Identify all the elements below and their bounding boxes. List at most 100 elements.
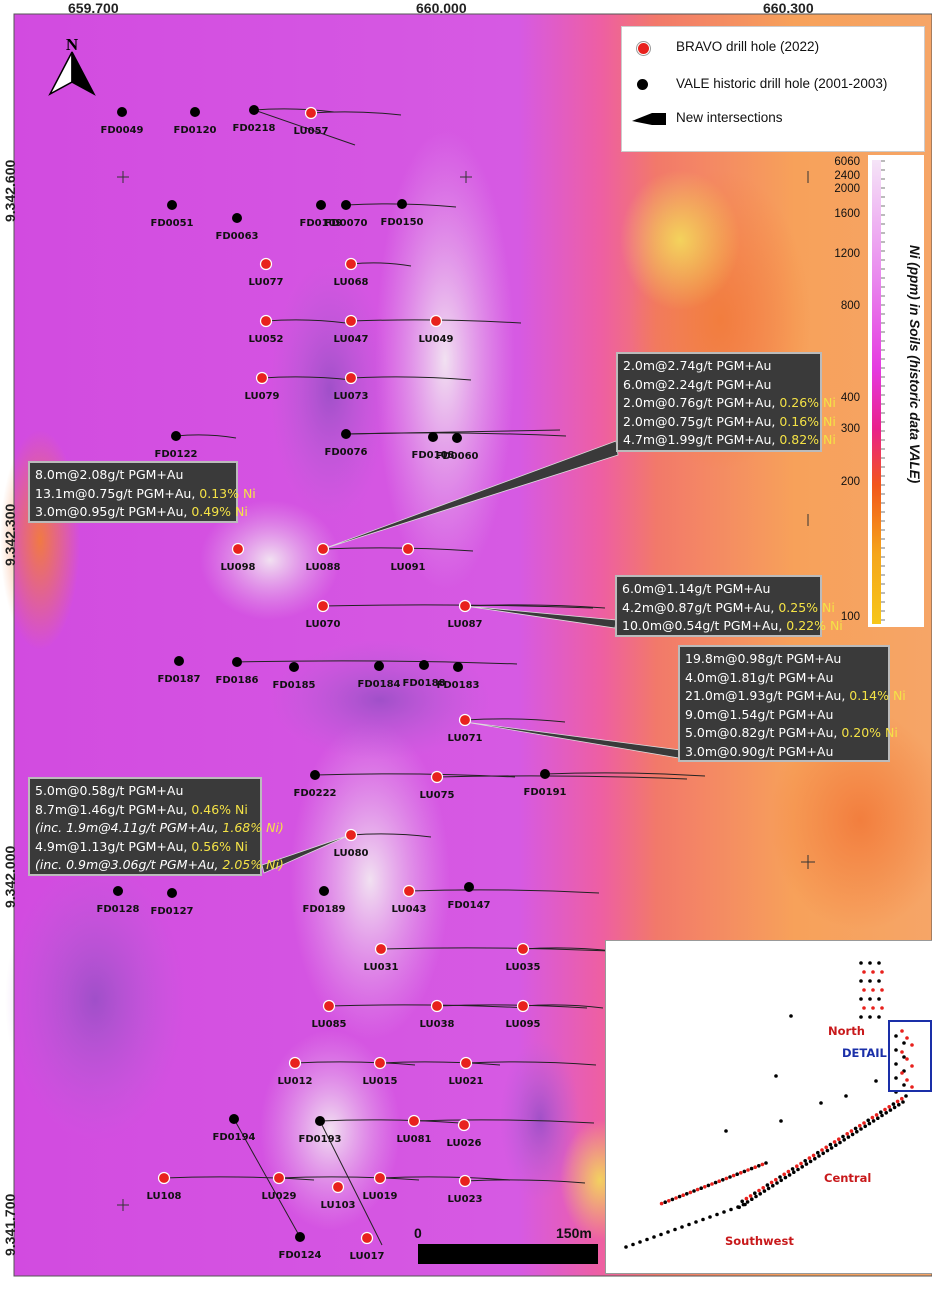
inset-hole-dot [731, 1173, 736, 1178]
inset-hole-dot [859, 1127, 863, 1131]
inset-hole-dot [862, 970, 866, 974]
drill-hole-lu095 [516, 999, 530, 1013]
drill-hole-lu091 [401, 542, 415, 556]
inset-hole-dot [766, 1186, 771, 1191]
coord-y-3: 9.342.000 [2, 845, 18, 908]
inset-hole-dot [808, 1159, 813, 1164]
inset-hole-dot [871, 988, 875, 992]
inset-hole-dot [880, 970, 884, 974]
callout-line: 4.2m@0.87g/t PGM+Au, 0.25% Ni [622, 599, 835, 618]
inset-hole-dot [879, 1110, 883, 1114]
drill-hole-label: FD0128 [97, 904, 140, 915]
coord-x-1: 659.700 [68, 0, 119, 16]
inset-hole-dot [880, 1113, 884, 1118]
inset-hole-dot [866, 1118, 870, 1123]
hole-trace [175, 434, 237, 439]
drill-hole-label: FD0150 [381, 217, 424, 228]
callout-line: 21.0m@1.93g/t PGM+Au, 0.14% Ni [685, 687, 906, 706]
drill-hole-fd0188 [419, 660, 429, 670]
inset-hole-dot [867, 1121, 872, 1126]
callout-lu071: 19.8m@0.98g/t PGM+Au 4.0m@1.81g/t PGM+Au 2… [678, 645, 906, 762]
callout-ni-grade: 0.49% Ni [191, 504, 248, 519]
callout-grade-text: 8.0m@2.08g/t PGM+Au [35, 467, 184, 482]
drill-hole-label: LU043 [391, 904, 426, 915]
drill-hole-label: FD0187 [158, 674, 201, 685]
inset-hole-dot [820, 1148, 824, 1152]
inset-hole-dot [874, 1113, 879, 1117]
callout-line: 6.0m@2.24g/t PGM+Au [623, 376, 815, 395]
callout-grade-text: 6.0m@1.14g/t PGM+Au [622, 581, 771, 596]
inset-hole-dot [868, 961, 872, 965]
inset-hole-dot [804, 1162, 809, 1166]
inset-hole-dot [786, 1169, 791, 1174]
hole-trace [436, 775, 688, 780]
drill-hole-label: LU079 [244, 391, 279, 402]
inset-hole-dot [888, 1108, 893, 1112]
north-arrow: N [46, 34, 98, 105]
drill-hole-lu023 [458, 1174, 472, 1188]
callout-line: 4.0m@1.81g/t PGM+Au [685, 669, 883, 688]
callout-ni-grade: 0.20% Ni [841, 725, 898, 740]
inset-hole-dot [663, 1200, 667, 1204]
hole-trace [379, 1176, 511, 1181]
inset-hole-dot [900, 1029, 904, 1033]
drill-hole-label: LU047 [333, 334, 368, 345]
inset-hole-dot [838, 1140, 842, 1145]
inset-hole-dot [887, 1105, 891, 1109]
callout-grade-text: 3.0m@0.95g/t PGM+Au, [35, 504, 192, 519]
drill-hole-lu052 [259, 314, 273, 328]
callout-ni-grade: 1.68% Ni) [222, 820, 284, 835]
drill-hole-label: LU091 [390, 562, 425, 573]
color-scale-tick: 1200 [834, 248, 860, 260]
drill-hole-fd0222 [310, 770, 320, 780]
drill-hole-lu049 [429, 314, 443, 328]
location-inset-map: North DETAIL Central Southwest [605, 940, 932, 1274]
hole-trace [294, 1061, 416, 1066]
inset-hole-dot [894, 1076, 898, 1080]
inset-hole-dot [863, 1124, 867, 1129]
inset-hole-dot [715, 1212, 719, 1217]
drill-hole-label: FD0108 [412, 450, 455, 461]
inset-hole-dot [753, 1165, 757, 1169]
color-scale-tick: 100 [841, 611, 860, 623]
callout-grade-text: 5.0m@0.58g/t PGM+Au [35, 783, 184, 798]
legend-vale-dot [637, 79, 648, 90]
hole-trace [328, 1004, 530, 1009]
drill-hole-label: FD0186 [216, 675, 259, 686]
hole-trace [350, 376, 472, 381]
inset-hole-dot [874, 1079, 878, 1083]
drill-hole-label: LU098 [220, 562, 255, 573]
inset-hole-dot [841, 1134, 845, 1139]
drill-hole-label: LU038 [419, 1019, 454, 1030]
hole-trace [464, 604, 606, 609]
drill-hole-fd0193 [315, 1116, 325, 1126]
inset-hole-dot [825, 1148, 830, 1153]
inset-hole-dot [862, 1006, 866, 1010]
color-scale-tick: 200 [841, 476, 860, 488]
inset-hole-dot [744, 1196, 749, 1201]
drill-hole-label: FD0060 [436, 451, 479, 462]
inset-hole-dot [742, 1169, 747, 1174]
drill-hole-fd0186 [232, 657, 242, 667]
inset-hole-dot [813, 1156, 817, 1161]
inset-hole-dot [787, 1173, 792, 1177]
callout-ni-grade: 0.26% Ni [779, 395, 836, 410]
inset-hole-dot [761, 1186, 765, 1190]
drill-hole-lu077 [259, 257, 273, 271]
inset-hole-dot [824, 1145, 828, 1150]
hole-trace [380, 947, 612, 952]
inset-hole-dot [900, 1050, 904, 1054]
drill-hole-lu098 [231, 542, 245, 556]
scale-bar [418, 1244, 598, 1264]
hole-trace [408, 889, 600, 894]
inset-hole-dot [688, 1190, 693, 1195]
inset-hole-dot [638, 1240, 642, 1244]
drill-hole-lu103 [331, 1180, 345, 1194]
inset-hole-dot [677, 1194, 682, 1199]
inset-hole-dot [667, 1199, 671, 1203]
inset-hole-dot [670, 1197, 675, 1202]
drill-hole-label: LU087 [447, 619, 482, 630]
callout-grade-text: 21.0m@1.93g/t PGM+Au, [685, 688, 850, 703]
hole-trace [464, 1179, 586, 1184]
